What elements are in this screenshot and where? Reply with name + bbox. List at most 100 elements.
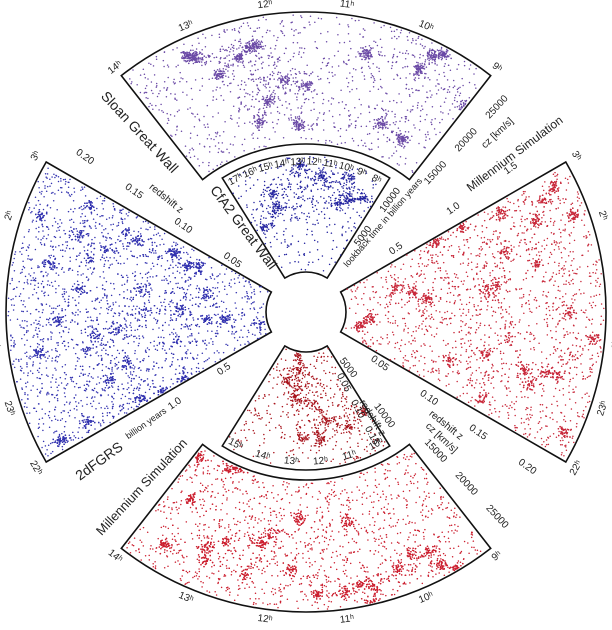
galaxy-point: [263, 180, 266, 183]
galaxy-point: [147, 384, 149, 387]
galaxy-point: [82, 219, 84, 222]
galaxy-point: [95, 407, 97, 410]
galaxy-point: [306, 81, 309, 83]
galaxy-point: [172, 261, 174, 263]
galaxy-point: [263, 104, 266, 107]
galaxy-point: [152, 65, 155, 67]
galaxy-point: [302, 127, 305, 129]
galaxy-point: [252, 208, 254, 211]
galaxy-point: [147, 78, 149, 80]
galaxy-point: [42, 440, 45, 443]
galaxy-point: [323, 174, 326, 177]
galaxy-point: [264, 111, 267, 114]
galaxy-point: [140, 295, 142, 298]
galaxy-point: [125, 213, 128, 215]
galaxy-point: [422, 54, 424, 57]
galaxy-point: [50, 381, 52, 383]
galaxy-point: [404, 163, 407, 165]
galaxy-point: [370, 55, 373, 58]
galaxy-point: [338, 41, 341, 44]
galaxy-point: [262, 223, 264, 226]
galaxy-point: [300, 268, 303, 271]
galaxy-point: [233, 75, 235, 77]
galaxy-point: [191, 56, 194, 59]
galaxy-point: [298, 53, 300, 55]
galaxy-point: [119, 211, 121, 214]
galaxy-point: [283, 34, 286, 37]
galaxy-point: [42, 237, 44, 239]
galaxy-point: [175, 242, 177, 244]
galaxy-point: [101, 363, 104, 366]
galaxy-point: [22, 287, 25, 290]
galaxy-point: [37, 266, 39, 269]
galaxy-point: [153, 74, 156, 76]
galaxy-point: [300, 107, 302, 109]
galaxy-point: [267, 57, 270, 59]
galaxy-point: [69, 256, 71, 259]
galaxy-point: [282, 137, 285, 139]
galaxy-point: [101, 231, 103, 234]
galaxy-point: [27, 372, 29, 374]
galaxy-point: [112, 415, 115, 418]
galaxy-point: [246, 292, 248, 295]
galaxy-point: [52, 374, 54, 376]
galaxy-point: [413, 78, 416, 81]
galaxy-point: [220, 300, 223, 303]
galaxy-point: [427, 96, 429, 99]
galaxy-point: [360, 112, 362, 115]
galaxy-point: [252, 38, 254, 40]
galaxy-point: [326, 185, 328, 188]
galaxy-point: [175, 264, 177, 267]
galaxy-point: [72, 200, 75, 202]
galaxy-point: [262, 95, 264, 98]
galaxy-point: [304, 268, 307, 271]
galaxy-point: [41, 338, 43, 341]
galaxy-point: [265, 217, 267, 219]
galaxy-point: [279, 207, 281, 210]
galaxy-point: [372, 47, 374, 49]
galaxy-point: [60, 411, 63, 414]
galaxy-point: [208, 134, 211, 136]
galaxy-point: [63, 430, 66, 433]
galaxy-point: [72, 439, 75, 441]
galaxy-point: [302, 121, 305, 124]
galaxy-point: [166, 112, 168, 115]
galaxy-point: [311, 177, 314, 180]
galaxy-point: [50, 192, 53, 194]
wedge-outline: [120, 443, 492, 613]
galaxy-point: [148, 62, 150, 64]
galaxy-point: [175, 282, 177, 285]
galaxy-point: [101, 225, 103, 227]
galaxy-point: [246, 206, 248, 209]
galaxy-point: [272, 192, 275, 194]
galaxy-point: [322, 129, 325, 131]
galaxy-point: [430, 96, 432, 98]
galaxy-point: [458, 108, 461, 111]
galaxy-point: [277, 96, 280, 98]
galaxy-point: [379, 126, 381, 129]
galaxy-point: [263, 102, 266, 105]
galaxy-point: [138, 382, 140, 385]
galaxy-point: [213, 73, 216, 75]
galaxy-point: [224, 285, 226, 287]
galaxy-point: [11, 336, 14, 339]
galaxy-point: [273, 95, 276, 98]
galaxy-point: [60, 382, 63, 384]
galaxy-point: [306, 185, 309, 188]
galaxy-point: [107, 407, 109, 410]
galaxy-point: [77, 302, 80, 304]
galaxy-point: [72, 347, 75, 349]
galaxy-point: [201, 53, 203, 55]
galaxy-point: [276, 200, 279, 202]
galaxy-point: [241, 46, 244, 48]
galaxy-point: [274, 93, 276, 95]
galaxy-point: [341, 209, 344, 211]
galaxy-point: [405, 157, 407, 160]
galaxy-point: [125, 412, 128, 414]
galaxy-point: [331, 66, 334, 68]
galaxy-point: [46, 449, 48, 451]
galaxy-point: [406, 109, 409, 111]
galaxy-point: [242, 49, 244, 51]
galaxy-point: [246, 336, 248, 338]
galaxy-point: [54, 280, 56, 282]
